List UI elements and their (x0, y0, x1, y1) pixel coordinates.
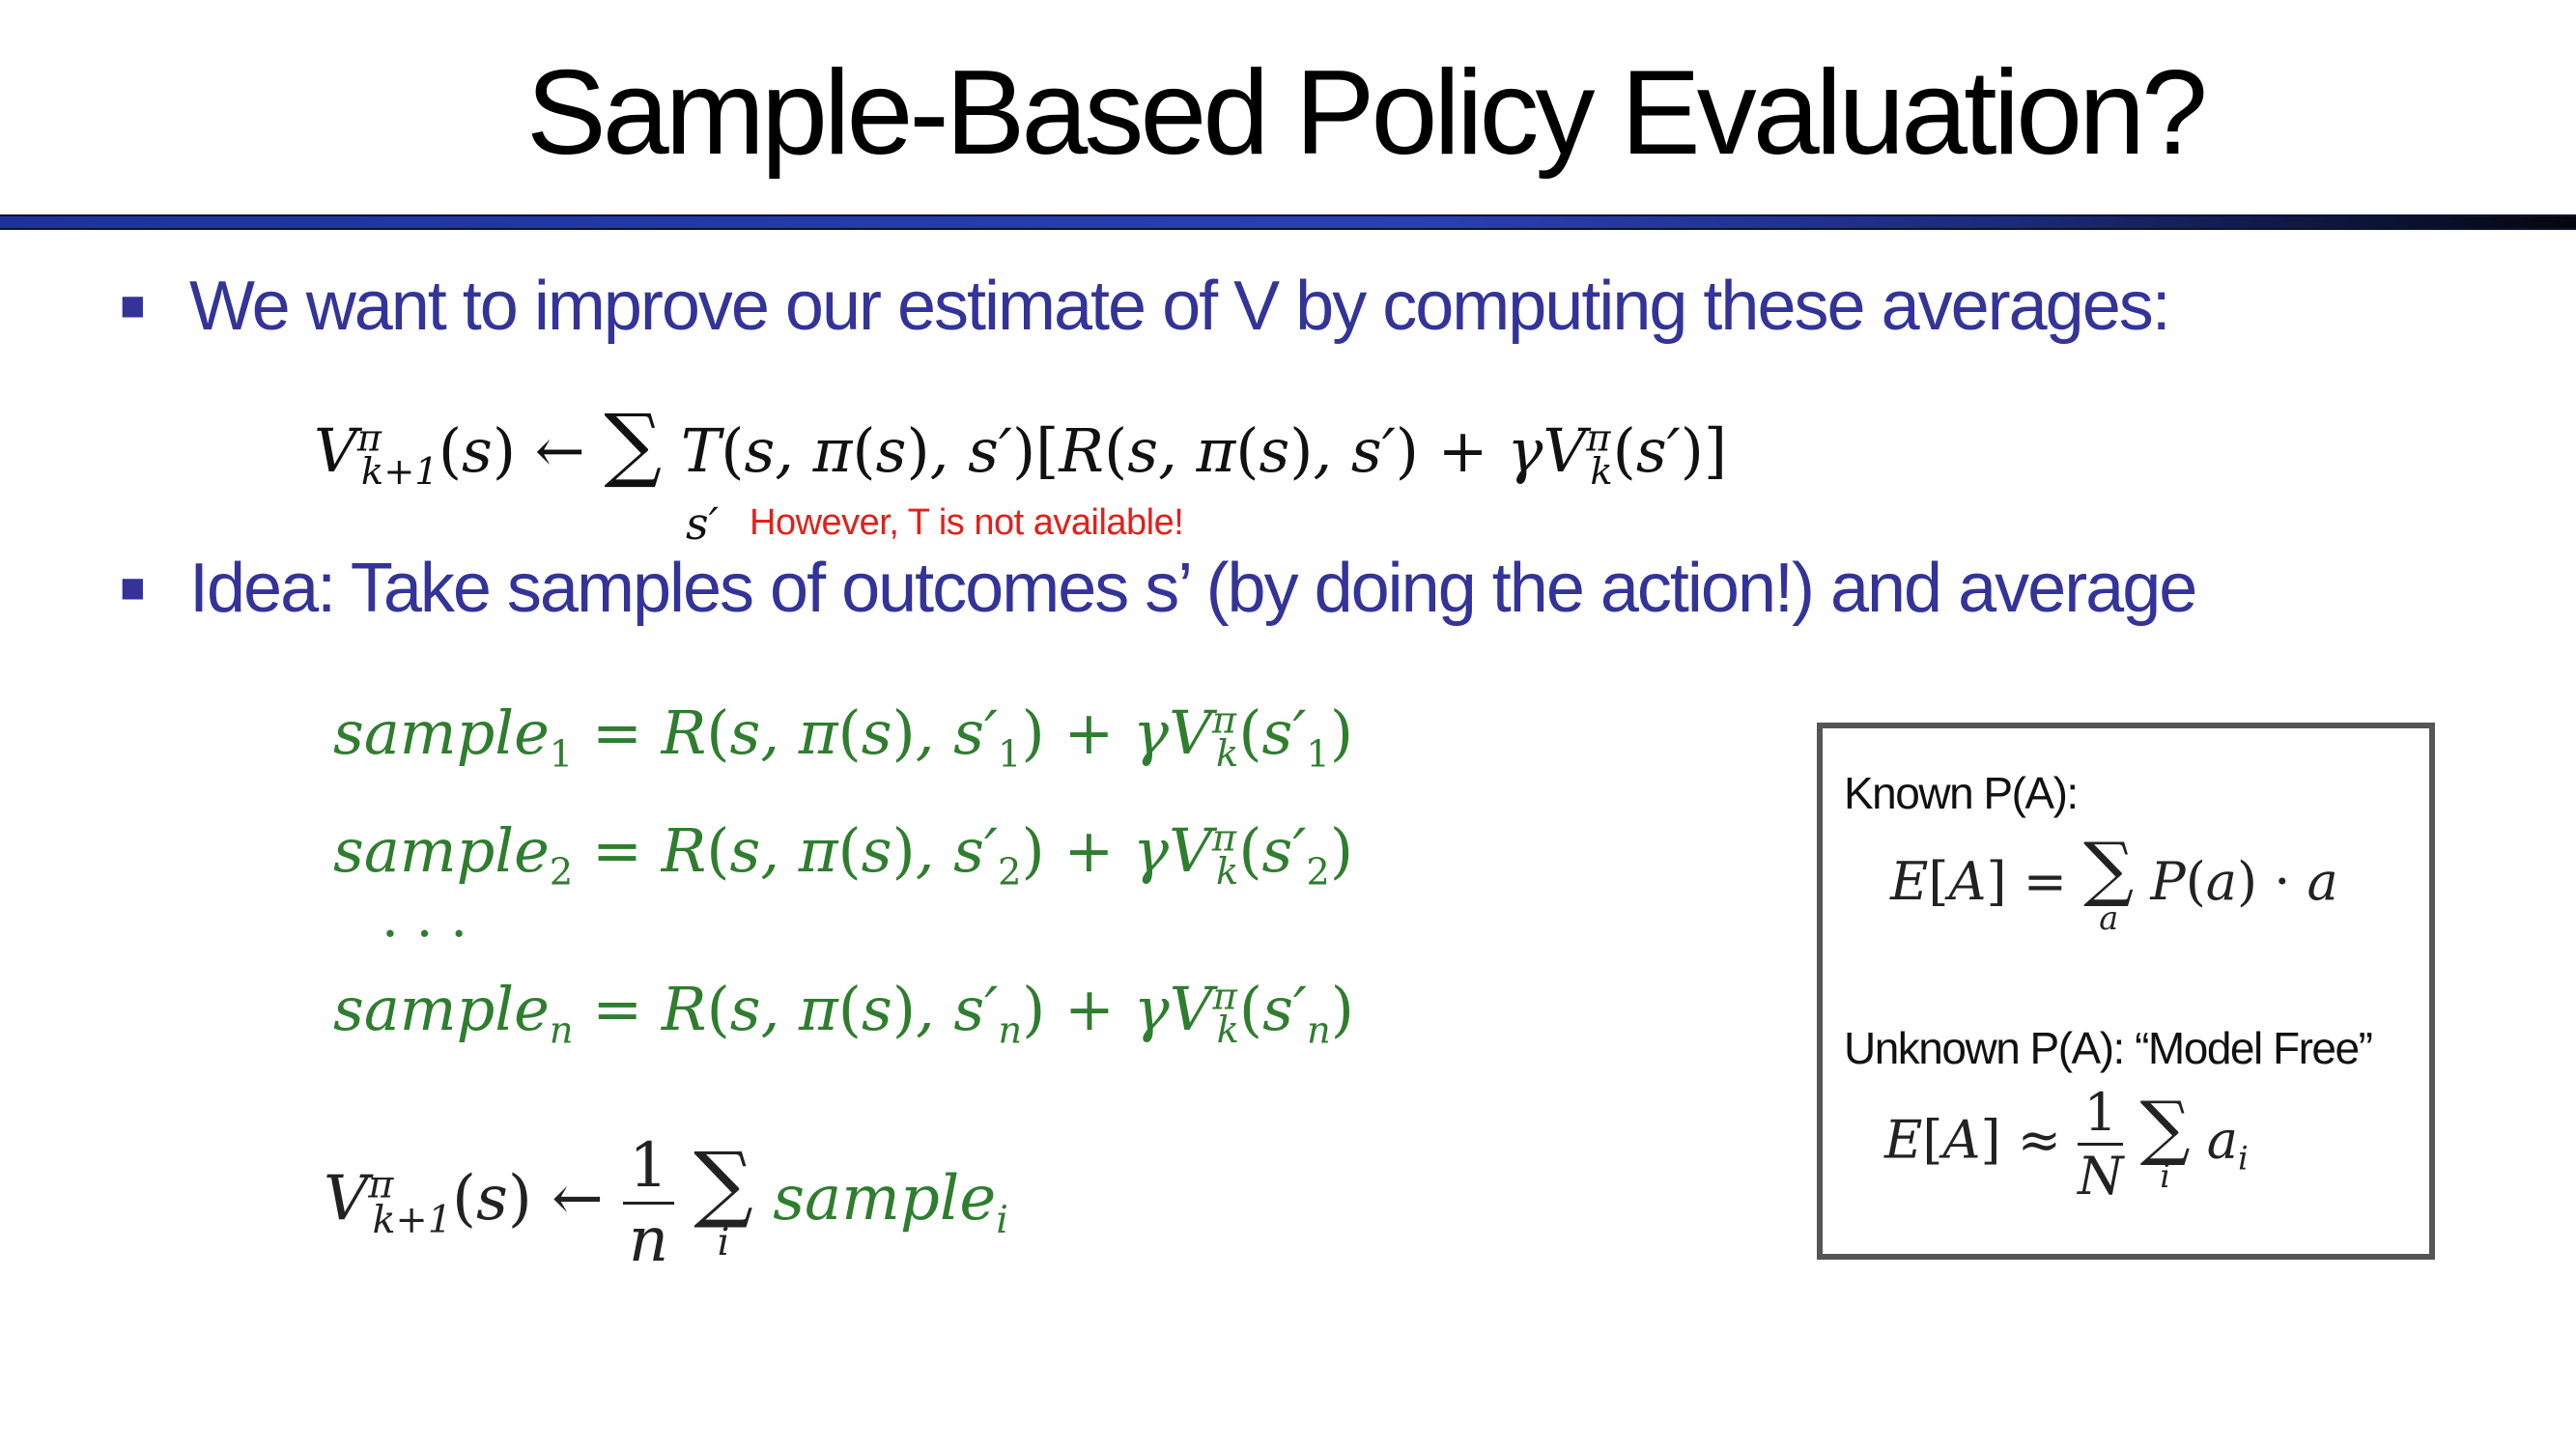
sample-1-equation: sample1 = R(s, π(s), s′1) + γVπk(s′1) (333, 697, 1354, 777)
ellipsis: . . . (382, 887, 468, 950)
bullet-1-text: We want to improve our estimate of V by … (189, 268, 2171, 345)
unknown-distribution-label: Unknown P(A): “Model Free” (1844, 1023, 2373, 1073)
known-distribution-label: Known P(A): (1844, 768, 2079, 818)
bellman-update-equation: Vπk+1(s) ← ∑ T(s, π(s), s′)[R(s, π(s), s… (314, 396, 1728, 550)
transition-unavailable-note: However, T is not available! (750, 502, 1184, 543)
bullet-2-text: Idea: Take samples of outcomes s’ (by do… (189, 550, 2197, 627)
title-divider (0, 214, 2576, 230)
known-expectation-equation: E[A] = ∑ a P(a) · a (1890, 828, 2338, 937)
bullet-1: ■ We want to improve our estimate of V by… (120, 267, 2171, 346)
sample-2-equation: sample2 = R(s, π(s), s′2) + γVπk(s′2) (333, 815, 1354, 895)
bullet-marker-icon: ■ (120, 282, 146, 329)
sample-n-equation: samplen = R(s, π(s), s′n) + γVπk(s′n) (333, 974, 1354, 1053)
expectation-box: Known P(A): E[A] = ∑ a P(a) · a Unknown P… (1817, 723, 2435, 1260)
bullet-marker-icon: ■ (120, 564, 146, 611)
bullet-2: ■ Idea: Take samples of outcomes s’ (by d… (120, 549, 2197, 628)
slide-title: Sample-Based Policy Evaluation? (525, 46, 2208, 180)
